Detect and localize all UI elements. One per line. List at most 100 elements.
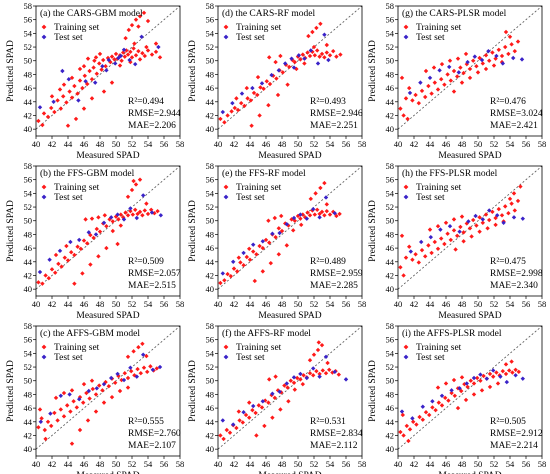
training-point	[487, 58, 492, 63]
training-point	[69, 441, 75, 446]
training-point	[53, 270, 58, 275]
training-point	[133, 53, 139, 58]
training-point	[267, 81, 273, 87]
training-point	[331, 48, 336, 54]
training-point	[65, 258, 71, 263]
stat-line: R²=0.475	[490, 257, 526, 267]
training-point	[72, 281, 77, 286]
training-point	[509, 359, 514, 364]
training-point	[97, 229, 103, 234]
training-point	[292, 59, 297, 65]
training-point	[319, 51, 325, 57]
test-point	[308, 48, 313, 53]
test-point	[465, 59, 470, 65]
test-point	[128, 365, 133, 370]
test-point	[284, 221, 289, 227]
training-point	[100, 388, 105, 393]
training-point	[471, 392, 477, 397]
training-point	[61, 390, 67, 396]
test-point	[220, 109, 225, 115]
test-point	[100, 64, 105, 69]
y-tick-label: 58	[206, 321, 215, 331]
legend-marker	[403, 24, 409, 30]
y-tick-label: 42	[386, 430, 395, 440]
training-point	[307, 358, 313, 363]
training-point	[318, 185, 323, 191]
x-tick-label: 54	[326, 139, 335, 149]
y-tick-label: 54	[386, 188, 395, 198]
training-point	[410, 98, 415, 103]
training-point	[132, 41, 137, 46]
training-point	[278, 407, 283, 412]
test-point	[269, 72, 274, 78]
test-point	[420, 404, 425, 409]
training-point	[292, 387, 297, 392]
training-point	[310, 29, 315, 35]
test-point	[291, 215, 297, 221]
test-point	[277, 230, 282, 236]
plot-frame	[35, 165, 181, 297]
test-point	[60, 68, 65, 74]
x-tick-label: 50	[474, 299, 483, 309]
training-point	[109, 80, 115, 85]
training-point	[72, 83, 77, 89]
test-point	[519, 57, 525, 62]
diagonal-line	[217, 5, 363, 130]
training-point	[315, 48, 320, 53]
training-point	[503, 362, 509, 367]
training-point	[338, 52, 343, 57]
training-point	[80, 271, 85, 276]
training-point	[69, 95, 75, 100]
test-point	[504, 379, 509, 385]
training-point	[125, 52, 131, 57]
training-point	[46, 276, 51, 281]
training-point	[500, 368, 505, 374]
plot-frame	[397, 165, 543, 297]
training-point	[135, 211, 140, 217]
training-point	[439, 236, 444, 241]
training-point	[236, 409, 241, 414]
training-point	[284, 243, 289, 248]
x-tick-label: 44	[246, 299, 255, 309]
test-point	[86, 230, 91, 235]
y-tick-label: 42	[206, 110, 215, 120]
x-tick-label: 58	[358, 139, 367, 149]
training-point	[516, 369, 521, 375]
training-point	[301, 373, 306, 378]
training-point	[503, 371, 509, 377]
test-point	[48, 411, 53, 416]
training-point	[506, 211, 511, 216]
y-tick-label: 42	[24, 430, 33, 440]
y-tick-label: 46	[24, 243, 33, 253]
x-tick-label: 40	[394, 459, 403, 469]
training-point	[327, 212, 333, 217]
y-tick-label: 50	[24, 216, 33, 226]
training-point	[398, 265, 403, 270]
training-point	[252, 278, 257, 284]
training-point	[81, 381, 87, 387]
y-tick-label: 56	[386, 15, 395, 25]
training-point	[512, 48, 517, 54]
test-point	[322, 32, 327, 37]
legend-label: Training set	[236, 23, 282, 33]
training-point	[53, 395, 59, 401]
training-point	[267, 377, 272, 382]
x-tick-label: 44	[426, 139, 435, 149]
test-point	[134, 374, 139, 379]
test-point	[93, 232, 99, 237]
y-axis-title: Predicted SPAD	[6, 360, 16, 422]
y-tick-label: 54	[386, 348, 395, 358]
legend-label: Test set	[236, 193, 265, 203]
training-point	[93, 55, 99, 60]
training-point	[318, 21, 323, 26]
training-point	[295, 375, 300, 381]
training-point	[49, 267, 55, 272]
training-point	[88, 262, 93, 267]
test-point	[317, 374, 322, 379]
training-point	[435, 87, 441, 92]
x-tick-label: 58	[538, 139, 547, 149]
test-point	[498, 374, 503, 379]
test-point	[77, 237, 82, 243]
test-point	[94, 386, 99, 391]
training-point	[298, 216, 303, 221]
